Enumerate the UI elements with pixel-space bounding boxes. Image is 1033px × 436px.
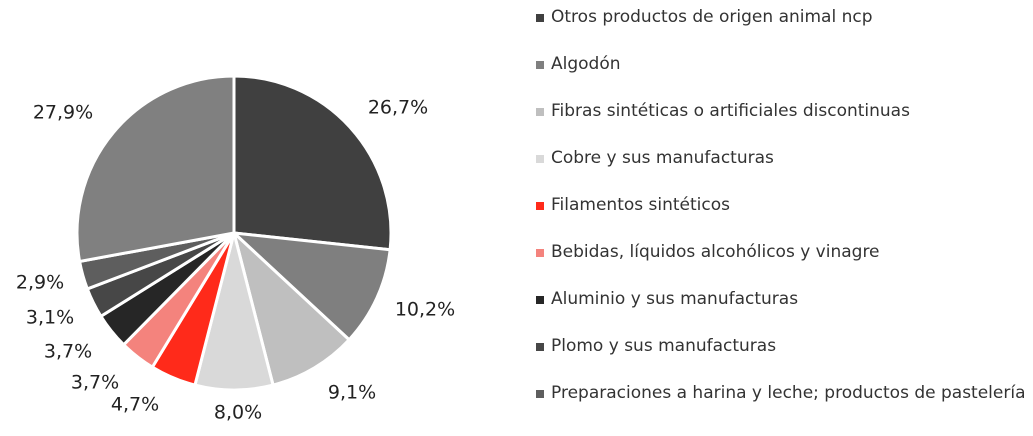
data-label: 26,7% <box>368 97 428 119</box>
legend-label: Filamentos sintéticos <box>551 195 730 215</box>
data-label: 3,7% <box>44 341 92 363</box>
legend-item: Cobre y sus manufacturas <box>536 147 1026 170</box>
legend-swatch <box>536 249 544 257</box>
pie-slice <box>231 228 352 387</box>
data-label: 4,7% <box>111 394 159 416</box>
legend-swatch <box>536 61 544 69</box>
legend-swatch <box>536 202 544 210</box>
pie-slice <box>232 74 393 252</box>
legend-swatch <box>536 14 544 22</box>
legend-label: Plomo y sus manufacturas <box>551 336 777 356</box>
legend: Otros productos de origen animal ncp Algo… <box>536 6 1026 429</box>
data-label: 10,2% <box>395 299 455 321</box>
legend-item: Filamentos sintéticos <box>536 194 1026 217</box>
legend-item: Preparaciones a harina y leche; producto… <box>536 382 1026 405</box>
legend-swatch <box>536 343 544 351</box>
legend-swatch <box>536 155 544 163</box>
data-label: 8,0% <box>214 402 262 424</box>
legend-label: Cobre y sus manufacturas <box>551 148 774 168</box>
legend-item: Plomo y sus manufacturas <box>536 335 1026 358</box>
chart: 26,7%10,2%9,1%8,0%4,7%3,7%3,7%3,1%2,9%27… <box>16 74 455 424</box>
legend-item: Bebidas, líquidos alcohólicos y vinagre <box>536 241 1026 264</box>
legend-swatch <box>536 108 544 116</box>
legend-item: Otros productos de origen animal ncp <box>536 6 1026 29</box>
legend-label: Preparaciones a harina y leche; producto… <box>551 383 1026 403</box>
pie-slice <box>75 74 236 264</box>
legend-label: Otros productos de origen animal ncp <box>551 7 873 27</box>
data-label: 3,1% <box>26 307 74 329</box>
legend-label: Bebidas, líquidos alcohólicos y vinagre <box>551 242 880 262</box>
pie-slice <box>229 231 392 342</box>
legend-label: Aluminio y sus manufacturas <box>551 289 799 309</box>
legend-label: Algodón <box>551 54 621 74</box>
data-label: 2,9% <box>16 272 64 294</box>
data-label: 27,9% <box>33 102 93 124</box>
legend-swatch <box>536 390 544 398</box>
legend-item: Fibras sintéticas o artificiales discont… <box>536 100 1026 123</box>
data-label: 3,7% <box>71 372 119 394</box>
legend-swatch <box>536 296 544 304</box>
legend-label: Fibras sintéticas o artificiales discont… <box>551 101 910 121</box>
legend-item: Algodón <box>536 53 1026 76</box>
legend-item: Aluminio y sus manufacturas <box>536 288 1026 311</box>
data-label: 9,1% <box>328 382 376 404</box>
